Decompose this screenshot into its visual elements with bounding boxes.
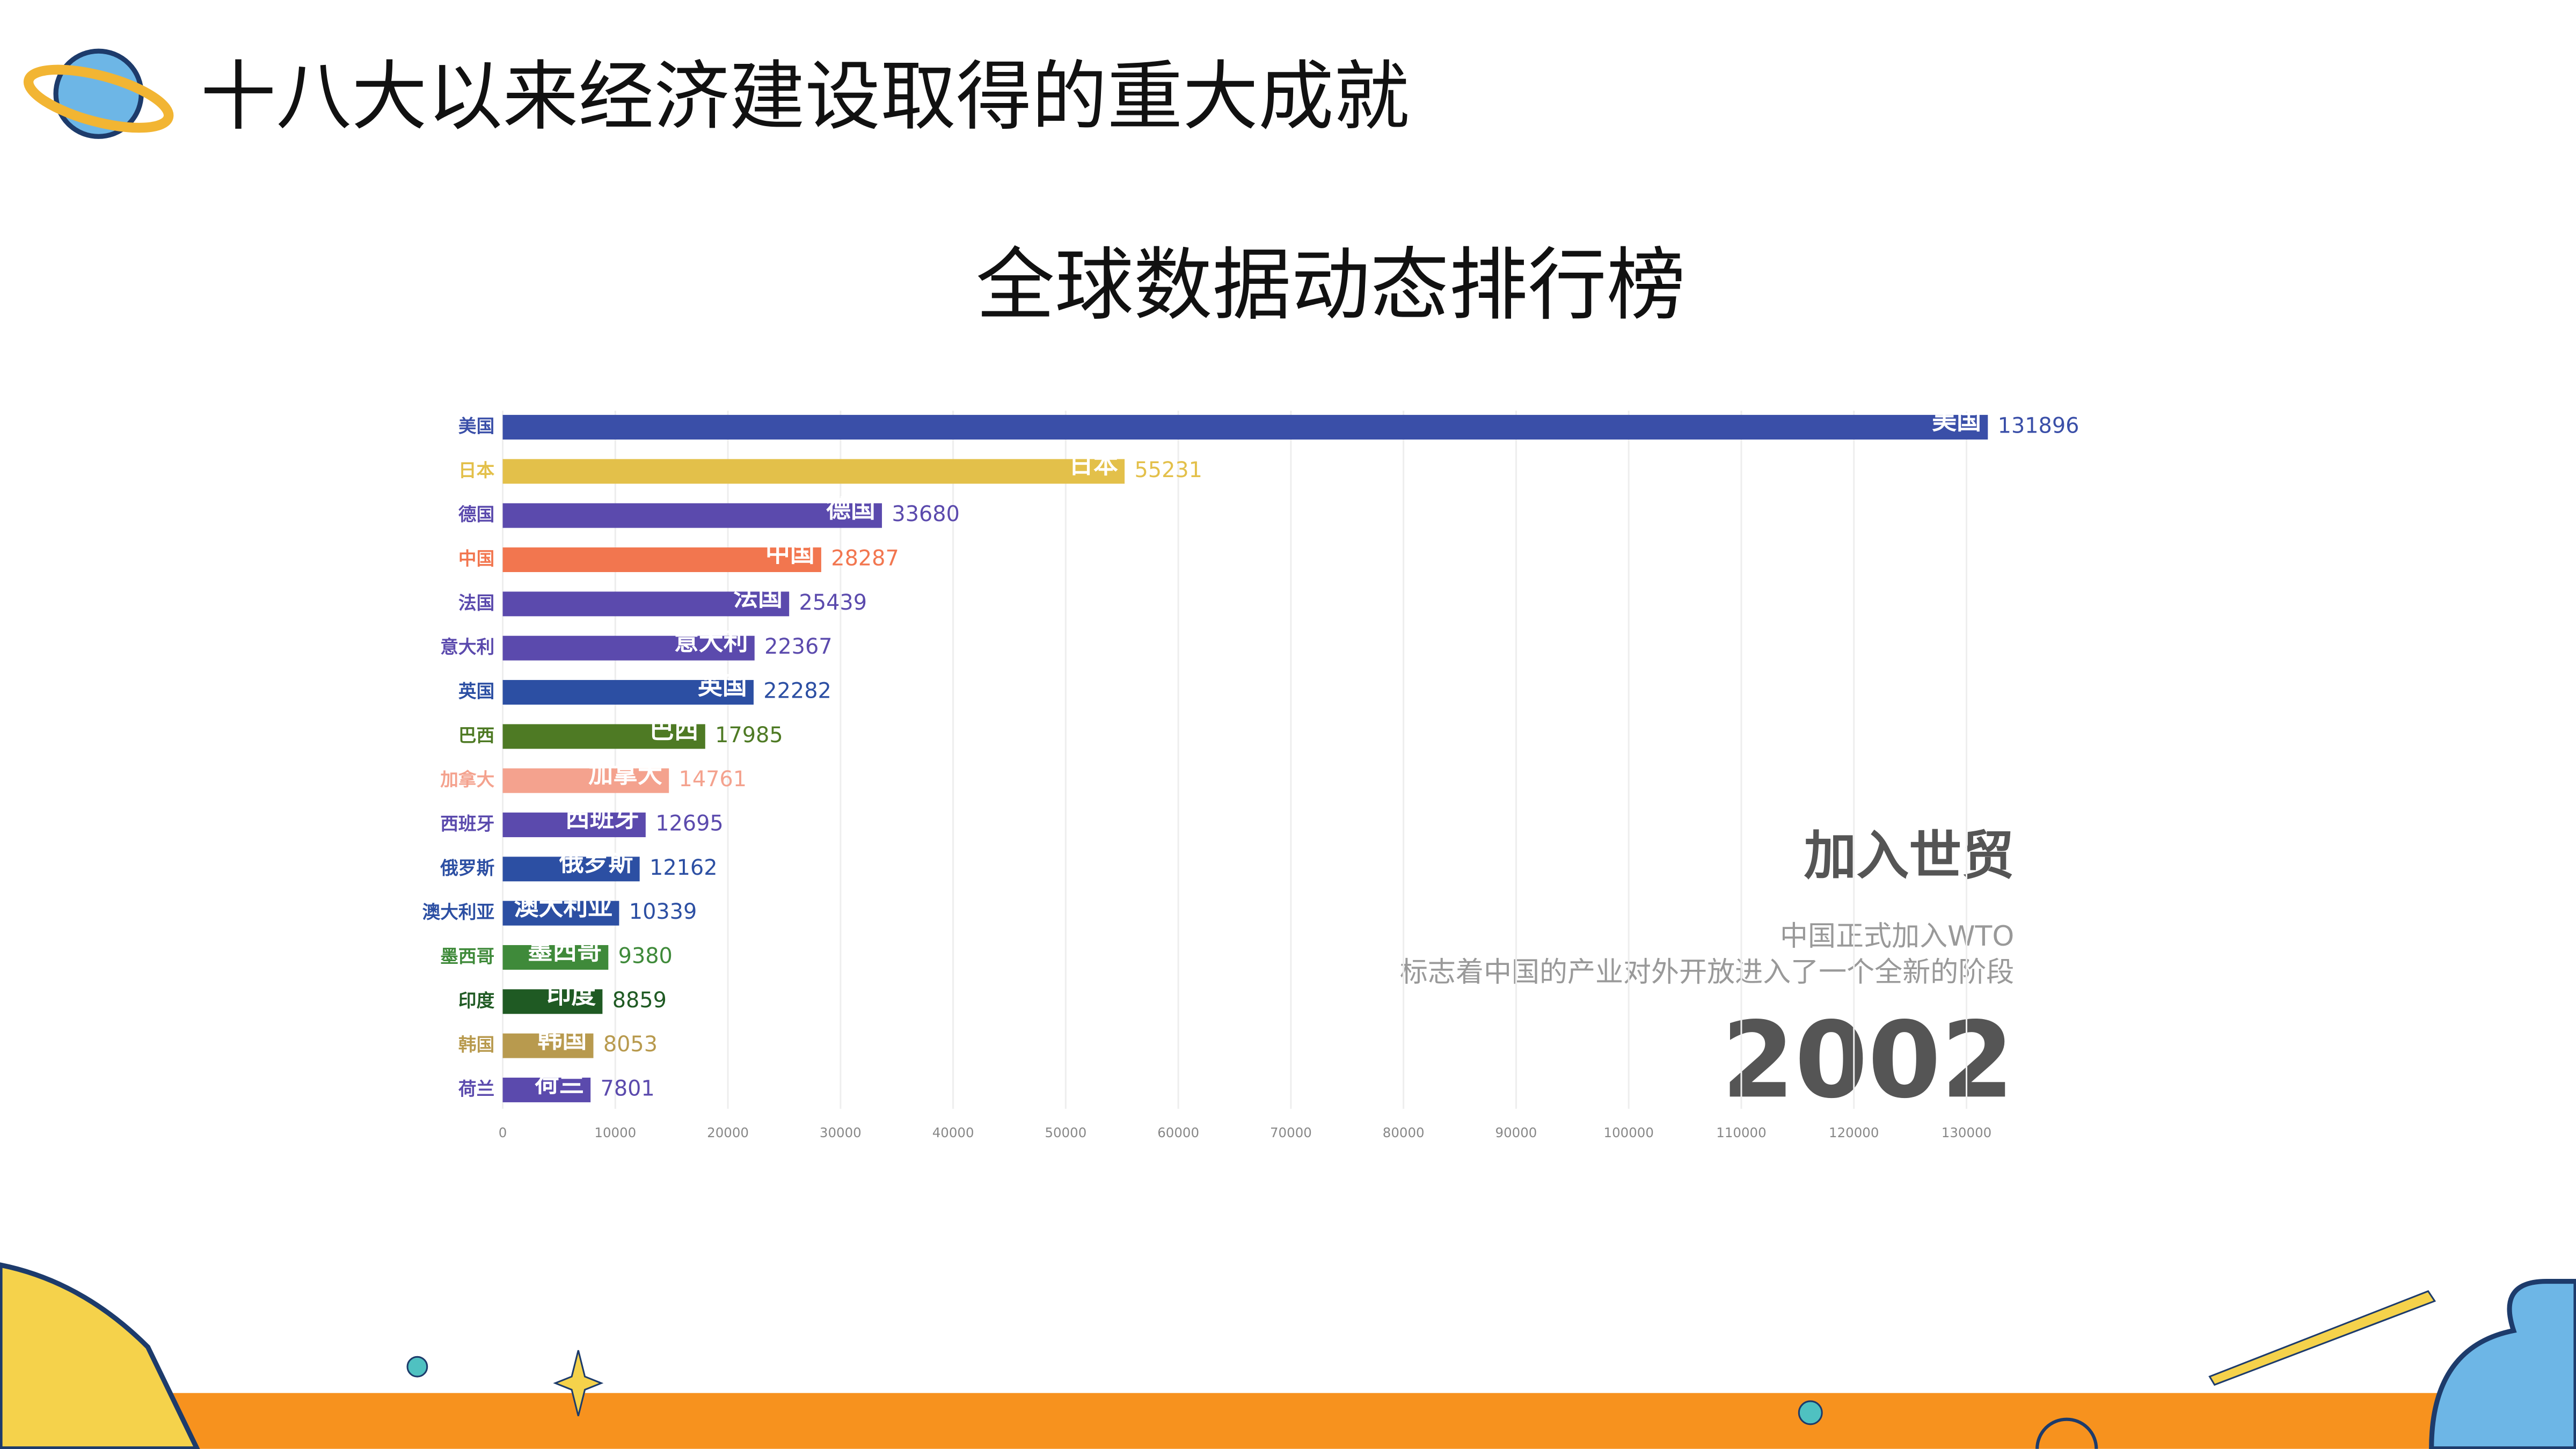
bar-inner-label: 印度 [546,980,596,1009]
star [553,1350,604,1416]
bar-inner-label: 墨西哥 [528,936,602,965]
x-tick-label: 110000 [1716,1125,1766,1140]
category-label: 加拿大 [440,769,494,790]
category-label: 韩国 [458,1034,494,1055]
category-label: 荷兰 [458,1078,494,1099]
value-label: 8053 [603,1032,658,1057]
x-tick-label: 120000 [1829,1125,1879,1140]
x-tick-label: 10000 [594,1125,636,1140]
annotation-line: 中国正式加入WTO [1780,920,2014,953]
bar [502,1078,591,1102]
bar [502,724,705,749]
x-tick-label: 60000 [1157,1125,1199,1140]
value-label: 55231 [1134,458,1202,482]
bar [502,901,619,926]
category-label: 西班牙 [440,814,494,835]
category-label: 英国 [458,681,494,702]
value-label: 12162 [650,855,718,880]
bar [502,635,755,661]
bar [502,547,821,572]
category-label: 巴西 [458,725,494,746]
category-label: 法国 [458,592,494,613]
category-label: 美国 [458,416,494,437]
bar [502,945,609,970]
value-label: 17985 [715,723,783,748]
x-tick-label: 30000 [820,1125,862,1140]
value-label: 8859 [612,988,667,1013]
x-tick-label: 20000 [707,1125,749,1140]
value-label: 33680 [892,502,960,526]
category-label: 意大利 [440,636,494,657]
category-label: 印度 [458,990,495,1011]
clock-decoration [2429,1278,2576,1449]
category-label: 中国 [458,548,494,569]
bar [502,503,882,528]
bar [502,459,1125,484]
annotation-year: 2002 [1721,999,2014,1122]
bar-inner-label: 俄罗斯 [559,848,633,877]
value-label: 10339 [629,899,697,924]
bar-inner-label: 巴西 [650,715,699,744]
category-label: 日本 [458,460,495,481]
planet-icon [23,48,174,139]
value-label: 22282 [763,679,831,704]
x-tick-label: 130000 [1942,1125,1991,1140]
bar [502,989,603,1014]
bar-inner-label: 加拿大 [588,759,662,788]
x-tick-label: 40000 [932,1125,974,1140]
bar-inner-label: 英国 [698,671,747,700]
bar [502,1033,594,1058]
category-label: 德国 [458,504,494,525]
value-label: 28287 [831,546,899,571]
bar [502,857,640,882]
value-label: 14761 [679,767,747,792]
x-tick-label: 0 [499,1125,507,1140]
x-tick-label: 90000 [1495,1125,1537,1140]
page-title: 十八大以来经济建设取得的重大成就 [200,53,1409,141]
value-label: 9380 [618,943,673,968]
ring [2035,1417,2098,1449]
value-label: 12695 [655,811,724,836]
annotation-line: 标志着中国的产业对外开放进入了一个全新的阶段 [1400,956,2014,989]
bar-inner-label: 德国 [826,494,875,523]
dot [1798,1400,1823,1425]
category-label: 澳大利亚 [422,902,495,923]
bar-inner-label: 法国 [733,583,783,612]
dot [406,1356,428,1378]
bar [502,415,1988,440]
bar-inner-label: 西班牙 [565,803,639,832]
x-tick-label: 80000 [1383,1125,1425,1140]
comet [2208,1290,2436,1386]
x-tick-label: 50000 [1045,1125,1086,1140]
bar [502,680,754,705]
bar-inner-label: 中国 [765,538,815,567]
category-label: 墨西哥 [440,946,494,967]
bar-inner-label: 意大利 [674,627,748,656]
chart-title: 全球数据动态排行榜 [976,239,1685,331]
book-decoration [0,1262,200,1449]
bar [502,768,669,793]
x-tick-label: 70000 [1270,1125,1312,1140]
bar-inner-label: 澳大利亚 [514,892,613,921]
bar-inner-label: 韩国 [537,1024,587,1053]
bar-inner-label: 日本 [1069,450,1118,479]
annotation-title: 加入世贸 [1804,825,2015,887]
bar-inner-label: 美国 [1932,406,1981,435]
value-label: 22367 [764,634,833,659]
x-tick-label: 100000 [1604,1125,1654,1140]
bottom-band [0,1393,2576,1449]
value-label: 7801 [601,1076,655,1101]
bar [502,591,790,617]
bar-inner-label: 荷兰 [535,1069,584,1097]
category-label: 俄罗斯 [440,858,494,879]
value-label: 131896 [1998,414,2079,438]
bar [502,813,646,837]
value-label: 25439 [799,590,867,615]
